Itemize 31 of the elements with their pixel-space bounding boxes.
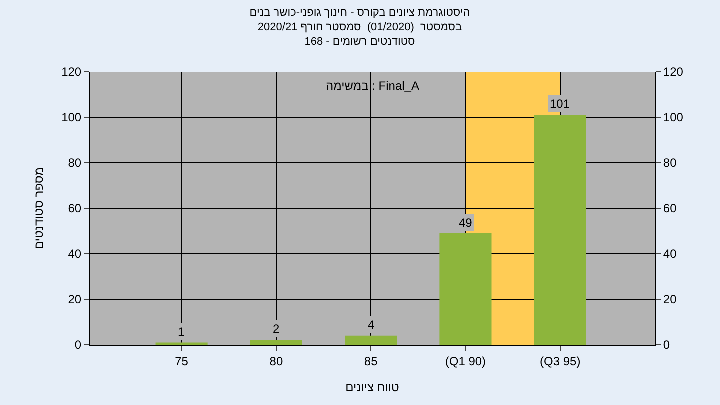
- y-tick-label: 20: [68, 292, 82, 307]
- data-label: 2: [273, 322, 280, 336]
- y-axis-title: מספר סטודנטים: [32, 167, 46, 250]
- y2-tick-label: 20: [663, 292, 678, 307]
- y-tick-label: 120: [62, 65, 82, 80]
- y2-tick-label: 120: [663, 65, 684, 80]
- y2-tick-label: 60: [663, 202, 678, 216]
- bar: [345, 336, 398, 345]
- y-tick-label: 80: [68, 156, 82, 170]
- x-tick-label: 75: [175, 354, 189, 368]
- chart-title: היסטוגרמת ציונים בקורס - חינוך גופני-כושר בנים בסמסטר (01/2020) סמסטר חורף 2020/21 סטודנטים רשומים - 168: [250, 7, 470, 48]
- x-tick-label: 80: [270, 354, 284, 368]
- y2-tick-label: 100: [663, 110, 684, 125]
- y-tick-label: 0: [74, 338, 82, 352]
- bar: [440, 234, 492, 345]
- annotation: במשימה : Final_A: [326, 79, 420, 93]
- y-tick-label: 40: [68, 247, 82, 262]
- y2-tick-label: 80: [663, 156, 678, 170]
- data-label: 1: [178, 325, 185, 339]
- x-tick-label: (Q1 90): [445, 354, 486, 368]
- bar: [250, 340, 302, 345]
- y2-tick-label: 40: [663, 247, 678, 262]
- x-tick-label: (Q3 95): [540, 354, 581, 368]
- x-tick-label: 85: [364, 354, 378, 368]
- x-axis-title: טווח ציונים: [346, 380, 400, 394]
- data-label: 4: [368, 318, 375, 332]
- y-tick-label: 100: [62, 110, 82, 125]
- data-label: 101: [550, 97, 570, 111]
- y2-tick-label: 0: [663, 338, 670, 352]
- y-tick-label: 60: [68, 202, 82, 216]
- data-label: 49: [459, 216, 473, 230]
